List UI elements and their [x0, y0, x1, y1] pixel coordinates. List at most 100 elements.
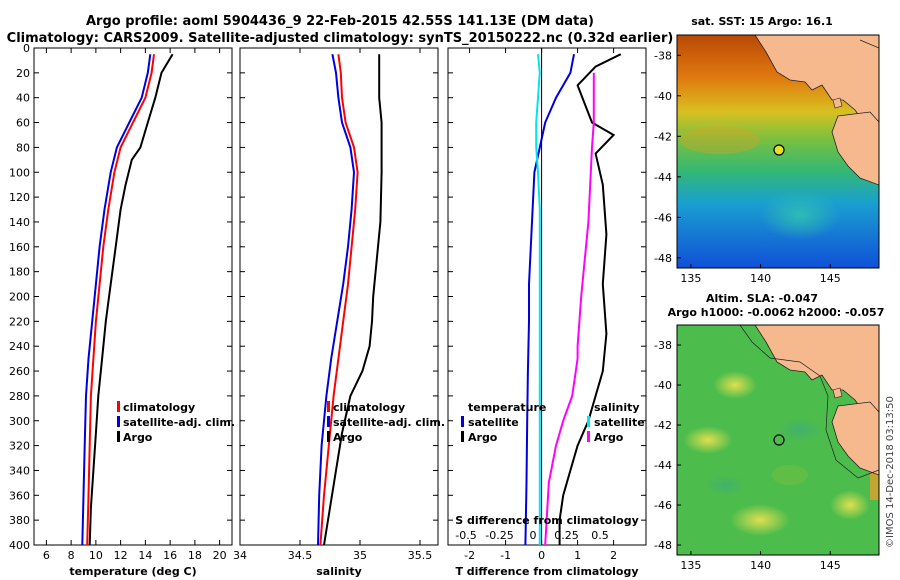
map-y-tick-label: -42 [654, 419, 672, 432]
legend-label-climatology: climatology [333, 401, 405, 414]
map-x-tick-label: 140 [750, 559, 771, 572]
x-ticks: 6 8 10 12 14 16 18 20 34 34.5 35 35.5 -2 -1 0 1 2-0.5 -0.… [43, 48, 617, 562]
sla-map-frame [676, 324, 880, 556]
legend-label-argo: Argo [123, 431, 153, 444]
sst-map-frame [676, 34, 880, 269]
depth-tick-label: 120 [9, 191, 30, 204]
map-x-tick-label: 145 [820, 272, 841, 285]
depth-tick-label: 400 [9, 539, 30, 552]
legend-swatch-climatology [117, 401, 120, 412]
legend-label-sal-argo: Argo [594, 431, 624, 444]
x-tick-label: 6 [43, 549, 50, 562]
x-tick-label: -1 [500, 549, 511, 562]
legend-swatch-sal-satellite [587, 416, 590, 427]
legend-swatch-sal-argo [587, 431, 590, 442]
x-tick-label: 16 [163, 549, 177, 562]
x-tick-label: 35 [353, 549, 367, 562]
depth-tick-label: 0 [23, 42, 30, 55]
depth-tick-label: 200 [9, 291, 30, 304]
sal-series-climatology [319, 54, 359, 546]
depth-tick-label: 220 [9, 315, 30, 328]
legend-swatch-satellite-adj [117, 416, 120, 427]
depth-tick-label: 380 [9, 514, 30, 527]
temp-series-satellite-adj-clim [81, 54, 152, 546]
temperature-legend: climatology satellite-adj. clim. Argo [117, 401, 235, 444]
depth-tick-label: 300 [9, 415, 30, 428]
x-tick-label: -2 [464, 549, 475, 562]
legend-swatch-climatology [327, 401, 330, 412]
map-x-tick-label: 145 [820, 559, 841, 572]
temp-series-climatology [86, 54, 155, 546]
legend-label-satellite-adj: satellite-adj. clim. [333, 416, 445, 429]
legend-label-climatology: climatology [123, 401, 195, 414]
title-line1: Argo profile: aoml 5904436_9 22-Feb-2015… [86, 14, 594, 29]
land-tasmania [831, 111, 879, 186]
map-y-tick-label: -44 [654, 171, 672, 184]
map-y-tick-label: -48 [654, 539, 672, 552]
legend-label-argo: Argo [333, 431, 363, 444]
map-y-tick-label: -40 [654, 90, 672, 103]
diff-series-temperature-argo [558, 53, 622, 545]
depth-tick-label: 100 [9, 166, 30, 179]
depth-tick-label: 260 [9, 365, 30, 378]
x-tick-label: 14 [138, 549, 152, 562]
x-tick-label: 10 [89, 549, 103, 562]
sla-argo-position-marker [773, 434, 785, 446]
legend-swatch-satellite-adj [327, 416, 330, 427]
sst-map-title: sat. SST: 15 Argo: 16.1 [691, 15, 833, 28]
depth-tick-label: 320 [9, 440, 30, 453]
depth-tick-label: 80 [16, 141, 30, 154]
depth-tick-label: 40 [16, 92, 30, 105]
difference-panel [447, 47, 647, 546]
shelf-contour [739, 325, 879, 479]
legend-label-satellite-adj: satellite-adj. clim. [123, 416, 235, 429]
depth-tick-label: 360 [9, 489, 30, 502]
difference-xlabel: T difference from climatology [455, 565, 638, 578]
land-island [832, 387, 843, 399]
depth-tick-label: 240 [9, 340, 30, 353]
map-y-tick-label: -44 [654, 459, 672, 472]
depth-axis: 0 20 40 60 80 100 120 140 160 180 200 220 240 260 280 3… [9, 42, 646, 552]
map-y-tick-label: -42 [654, 130, 672, 143]
x-tick-label: 12 [114, 549, 128, 562]
legend-swatch-temp-argo [461, 431, 464, 442]
legend-swatch-argo [327, 431, 330, 442]
diff-series-salinity-satellite [535, 54, 541, 545]
depth-tick-label: 180 [9, 266, 30, 279]
salinity-series [317, 54, 383, 546]
salinity-legend: climatology satellite-adj. clim. Argo [327, 401, 445, 444]
x-tick-label: 8 [68, 549, 75, 562]
map-x-tick-label: 135 [680, 272, 701, 285]
x-tick-label: 0 [538, 549, 545, 562]
credit-text: ©IMOS 14-Dec-2018 03:13:50 [885, 396, 896, 548]
legend-label-temp-argo: Argo [468, 431, 498, 444]
title-line2: Climatology: CARS2009. Satellite-adjuste… [7, 31, 674, 46]
legend-swatch-argo [117, 431, 120, 442]
map-x-tick-label: 140 [750, 272, 771, 285]
x-tick-label: 34.5 [288, 549, 313, 562]
diff-series-temperature-satellite [524, 54, 575, 546]
x-tick-label: 35.5 [408, 549, 433, 562]
sal-series-argo [323, 54, 383, 546]
x-tick-label-salinity-diff: -0.25 [485, 529, 513, 542]
map-y-tick-label: -38 [654, 339, 672, 352]
map-y-tick-label: -38 [654, 49, 672, 62]
legend-title-temperature: temperature [468, 401, 546, 414]
temperature-series [81, 53, 174, 546]
sla-map-subtitle: Argo h1000: -0.0062 h2000: -0.057 [668, 306, 885, 319]
sst-argo-position-marker [773, 144, 785, 156]
map-y-tick-label: -46 [654, 211, 672, 224]
legend-title-salinity: salinity [594, 401, 640, 414]
land-tasmania [831, 401, 879, 476]
legend-swatch-temp-satellite [461, 416, 464, 427]
depth-tick-label: 20 [16, 67, 30, 80]
depth-tick-label: 280 [9, 390, 30, 403]
depth-tick-label: 60 [16, 117, 30, 130]
sst-map-ticks: 135 140 145 -38 -40 -42 -44 -46 -48 [654, 49, 841, 285]
x-tick-label: 1 [574, 549, 581, 562]
x-tick-label-salinity-diff: 0.25 [554, 529, 579, 542]
x-tick-label-salinity-diff: 0.5 [591, 529, 609, 542]
depth-tick-label: 160 [9, 241, 30, 254]
salinity-xlabel: salinity [316, 565, 362, 578]
